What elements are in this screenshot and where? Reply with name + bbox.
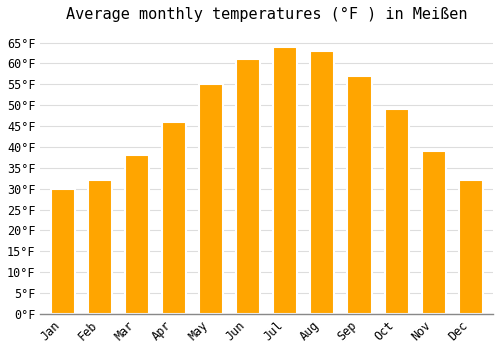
Bar	[273, 47, 297, 314]
Bar	[422, 151, 446, 314]
Bar	[384, 109, 408, 314]
Bar	[124, 155, 149, 314]
Bar	[199, 84, 223, 314]
Bar	[162, 122, 186, 314]
Bar	[310, 51, 334, 314]
Bar	[236, 59, 260, 314]
Bar	[88, 180, 112, 314]
Bar	[458, 180, 483, 314]
Bar	[50, 189, 74, 314]
Title: Average monthly temperatures (°F ) in Meißen: Average monthly temperatures (°F ) in Me…	[66, 7, 468, 22]
Bar	[348, 76, 372, 314]
